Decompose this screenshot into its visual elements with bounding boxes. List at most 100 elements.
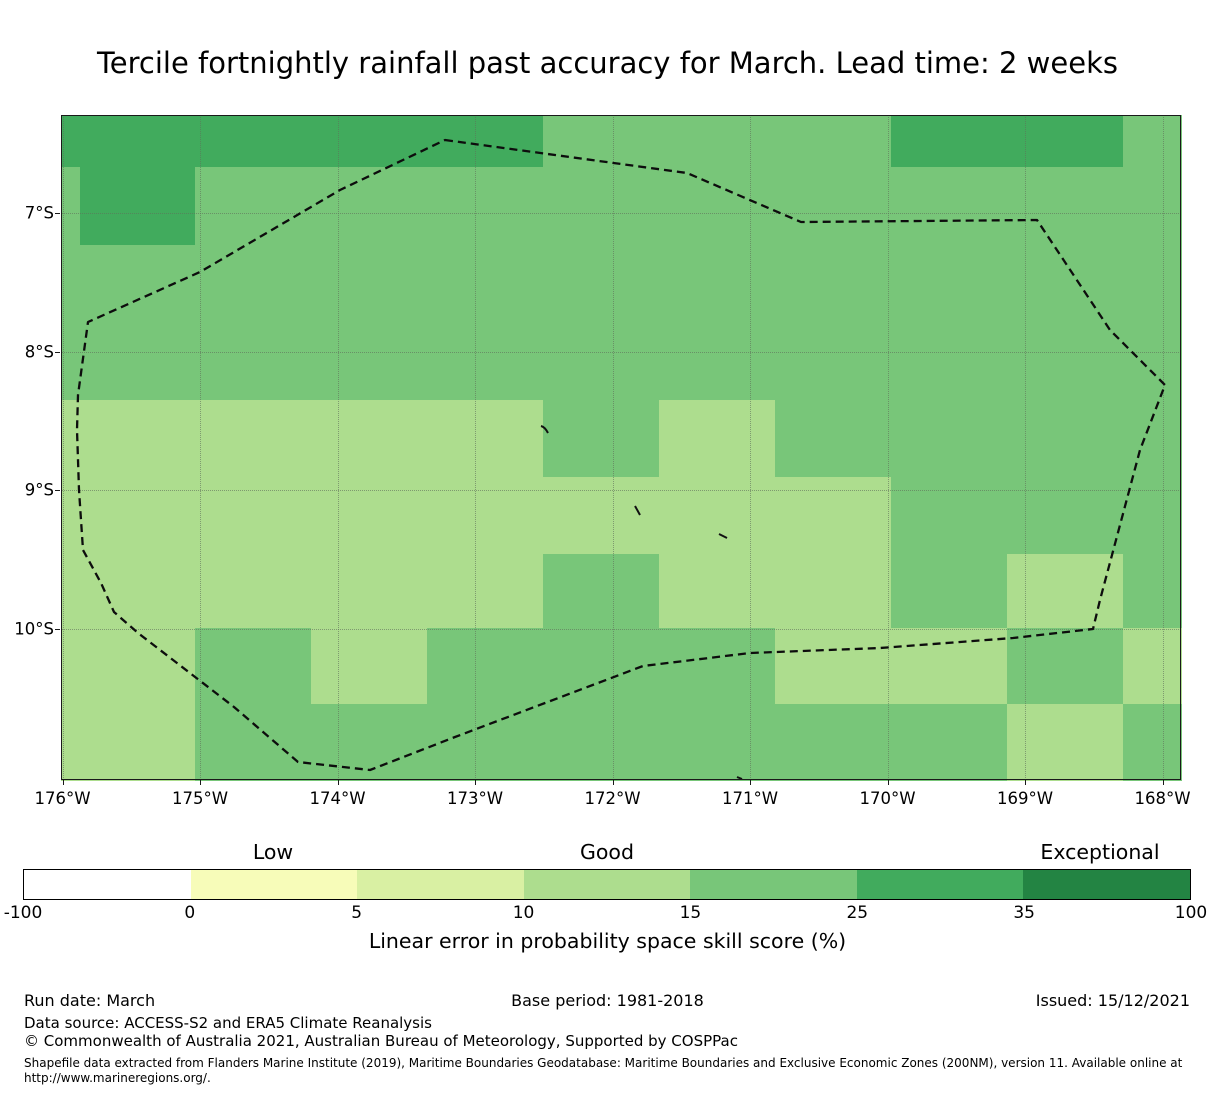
map-cell	[61, 477, 81, 555]
map-cell	[1123, 400, 1182, 478]
map-cell	[775, 704, 892, 781]
colorbar-segment	[856, 870, 1024, 899]
map-cell	[1123, 704, 1182, 781]
map-cell	[1123, 322, 1182, 401]
map-cell	[195, 167, 312, 246]
map-cell	[891, 245, 1008, 323]
run-date-text: Run date: March	[24, 991, 156, 1010]
x-tick-label: 170°W	[859, 789, 916, 808]
map-cell	[80, 400, 196, 478]
map-cell	[311, 245, 428, 323]
map-cell	[80, 704, 196, 781]
colorbar-tick-label: 35	[1013, 903, 1035, 923]
map-cell	[195, 704, 312, 781]
map-cell	[1123, 554, 1182, 629]
colorbar-tick-label: 10	[512, 903, 535, 923]
map-cell	[1123, 477, 1182, 555]
map-cell	[543, 477, 660, 555]
meridian-gridline	[1025, 115, 1026, 780]
colorbar-category-label: Low	[252, 840, 294, 864]
map-cell	[891, 322, 1008, 401]
map-cell	[775, 477, 892, 555]
map-cell	[659, 554, 776, 629]
map-cell	[195, 400, 312, 478]
map-cell	[427, 322, 544, 401]
map-cell	[427, 167, 544, 246]
parallel-gridline	[61, 213, 1181, 214]
map-cell	[891, 167, 1008, 246]
y-tick-label: 10°S	[14, 619, 54, 638]
map-cell	[427, 245, 544, 323]
chart-title: Tercile fortnightly rainfall past accura…	[97, 46, 1118, 80]
map-cell	[311, 322, 428, 401]
x-tick-label: 174°W	[309, 789, 366, 808]
map-cell	[311, 167, 428, 246]
shapefile-note-line2: http://www.marineregions.org/.	[24, 1071, 211, 1085]
map-cell	[775, 554, 892, 629]
colorbar-tick-label: 15	[679, 903, 702, 923]
map-cell	[311, 477, 428, 555]
map-cell	[543, 554, 660, 629]
x-tick-label: 169°W	[996, 789, 1054, 808]
shapefile-note-line1: Shapefile data extracted from Flanders M…	[24, 1056, 1183, 1070]
y-tick-mark	[55, 351, 60, 353]
x-tick-mark	[62, 780, 64, 785]
colorbar-segment	[523, 870, 691, 899]
y-tick-label: 7°S	[24, 203, 54, 223]
map-cell	[311, 704, 428, 781]
map-cell	[775, 245, 892, 323]
map-cell	[311, 554, 428, 629]
map-cell	[61, 245, 81, 323]
data-source-text: Data source: ACCESS-S2 and ERA5 Climate …	[24, 1014, 432, 1032]
colorbar-tick-label: 5	[351, 903, 363, 923]
map-cell	[61, 322, 81, 401]
map-cell	[61, 115, 81, 168]
x-tick-mark	[612, 780, 614, 785]
map-cell	[195, 628, 312, 705]
map-cell	[311, 400, 428, 478]
map-cell	[80, 628, 196, 705]
map-cell	[427, 554, 544, 629]
map-cell	[80, 115, 196, 168]
colorbar-tick-label: -100	[3, 903, 43, 923]
map-cell	[543, 167, 660, 246]
colorbar	[23, 869, 1191, 900]
map-cell	[659, 322, 776, 401]
map-cell	[543, 245, 660, 323]
x-tick-label: 172°W	[584, 789, 641, 808]
parallel-gridline	[61, 490, 1181, 491]
y-tick-mark	[55, 628, 60, 630]
map-cell	[891, 704, 1008, 781]
map-cell	[427, 704, 544, 781]
colorbar-category-label: Good	[580, 840, 634, 864]
map-cell	[775, 115, 892, 168]
meridian-gridline	[475, 115, 476, 780]
map-plot-area	[61, 115, 1182, 781]
map-cell	[80, 554, 196, 629]
colorbar-segment	[190, 870, 358, 899]
map-cell	[1123, 628, 1182, 705]
colorbar-title: Linear error in probability space skill …	[368, 929, 847, 953]
map-cell	[543, 400, 660, 478]
map-cell	[61, 400, 81, 478]
map-cell	[1123, 115, 1182, 168]
colorbar-segment	[357, 870, 524, 899]
map-cell	[891, 628, 1008, 705]
map-cell	[1123, 167, 1182, 246]
copyright-text: © Commonwealth of Australia 2021, Austra…	[24, 1032, 738, 1050]
colorbar-segment	[24, 870, 191, 899]
map-cell	[775, 167, 892, 246]
x-tick-mark	[887, 780, 889, 785]
map-cell	[543, 322, 660, 401]
x-tick-label: 173°W	[446, 789, 504, 808]
colorbar-category-label: Exceptional	[1040, 840, 1160, 864]
meridian-gridline	[612, 115, 614, 780]
base-period-text: Base period: 1981-2018	[511, 991, 704, 1010]
map-cell	[1123, 245, 1182, 323]
map-cell	[195, 322, 312, 401]
map-cell	[775, 400, 892, 478]
meridian-gridline	[750, 115, 751, 780]
colorbar-segment	[1023, 870, 1191, 899]
parallel-gridline	[61, 351, 1181, 353]
x-tick-label: 176°W	[34, 789, 91, 808]
